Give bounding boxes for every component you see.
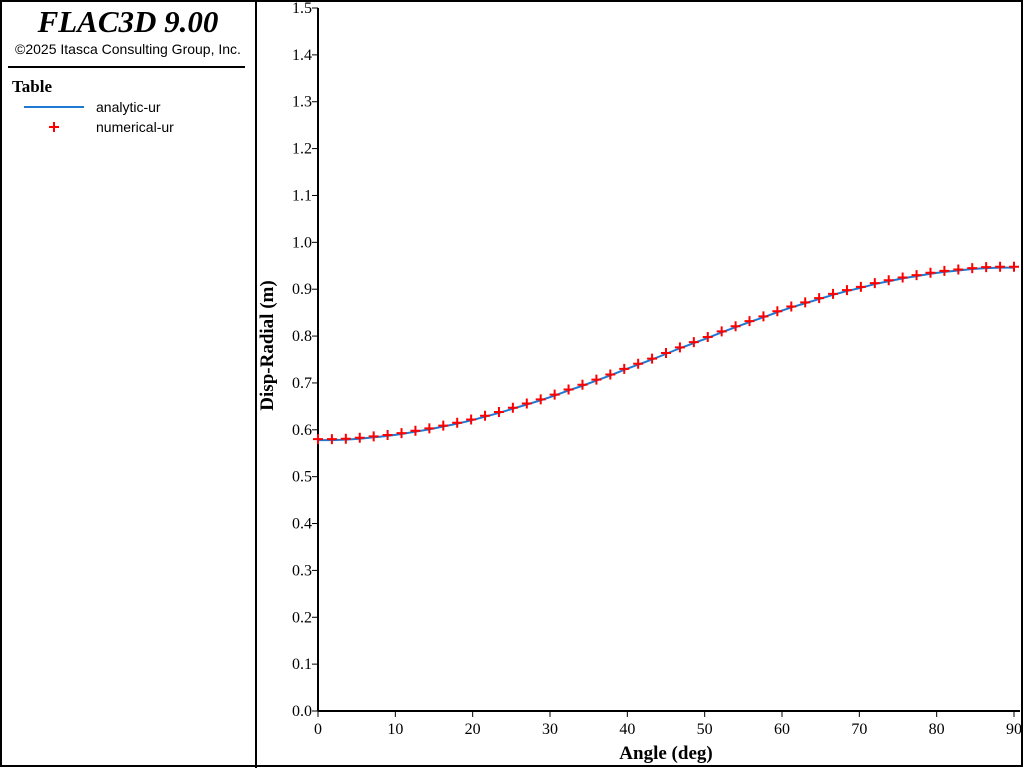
marker — [577, 379, 588, 390]
y-tick-label: 0.8 — [292, 328, 312, 345]
x-tick-label: 0 — [314, 721, 322, 738]
marker — [452, 417, 463, 428]
marker — [925, 267, 936, 278]
marker — [939, 265, 950, 276]
marker — [981, 262, 992, 273]
marker — [674, 342, 685, 353]
marker — [438, 420, 449, 431]
marker — [619, 363, 630, 374]
marker — [410, 425, 421, 436]
marker — [967, 263, 978, 274]
legend-label: analytic-ur — [96, 99, 161, 115]
marker — [633, 358, 644, 369]
marker — [688, 337, 699, 348]
marker — [605, 369, 616, 380]
marker — [995, 261, 1006, 272]
x-tick-label: 10 — [387, 721, 403, 738]
y-tick-label: 0.5 — [292, 469, 312, 486]
app-title: FLAC3D 9.00 — [37, 4, 219, 39]
x-axis-label: Angle (deg) — [619, 743, 712, 764]
x-tick-label: 40 — [619, 721, 635, 738]
x-tick-label: 70 — [851, 721, 867, 738]
y-tick-label: 1.2 — [292, 141, 312, 158]
legend-swatch — [49, 122, 59, 132]
marker — [828, 288, 839, 299]
x-tick-label: 20 — [465, 721, 481, 738]
marker — [716, 326, 727, 337]
marker — [953, 264, 964, 275]
marker — [340, 433, 351, 444]
marker — [883, 275, 894, 286]
marker — [591, 374, 602, 385]
marker — [897, 272, 908, 283]
marker — [563, 384, 574, 395]
x-tick-label: 80 — [929, 721, 945, 738]
marker — [814, 293, 825, 304]
marker — [758, 311, 769, 322]
y-tick-label: 0.6 — [292, 422, 312, 439]
y-tick-label: 0.2 — [292, 609, 312, 626]
marker — [702, 332, 713, 343]
marker — [911, 270, 922, 281]
marker — [368, 431, 379, 442]
marker — [480, 410, 491, 421]
y-tick-label: 0.4 — [292, 516, 312, 533]
marker — [647, 353, 658, 364]
y-tick-label: 0.7 — [292, 375, 312, 392]
y-tick-label: 0.0 — [292, 703, 312, 720]
marker — [396, 428, 407, 439]
y-tick-label: 1.0 — [292, 234, 312, 251]
marker — [507, 402, 518, 413]
marker — [313, 434, 323, 445]
y-tick-label: 0.1 — [292, 656, 312, 673]
marker — [424, 423, 435, 434]
marker — [800, 297, 811, 308]
y-axis-label: Disp-Radial (m) — [257, 280, 278, 410]
y-tick-label: 1.3 — [292, 94, 312, 111]
marker — [855, 281, 866, 292]
marker — [744, 316, 755, 327]
x-tick-label: 50 — [697, 721, 713, 738]
marker — [535, 394, 546, 405]
marker — [549, 389, 560, 400]
marker — [466, 414, 477, 425]
marker — [382, 429, 393, 440]
y-tick-label: 1.1 — [292, 187, 312, 204]
legend-title: Table — [12, 77, 52, 96]
legend-label: numerical-ur — [96, 119, 174, 135]
marker — [326, 434, 337, 445]
y-tick-label: 1.4 — [292, 47, 312, 64]
marker — [661, 347, 671, 358]
marker — [730, 321, 741, 332]
copyright: ©2025 Itasca Consulting Group, Inc. — [15, 41, 241, 57]
marker — [841, 285, 852, 296]
y-tick-label: 1.5 — [292, 0, 312, 17]
marker — [354, 432, 365, 443]
x-tick-label: 60 — [774, 721, 790, 738]
marker — [772, 306, 783, 317]
y-tick-label: 0.3 — [292, 562, 312, 579]
marker — [521, 398, 532, 409]
x-tick-label: 90 — [1006, 721, 1022, 738]
y-tick-label: 0.9 — [292, 281, 312, 298]
marker — [1009, 261, 1019, 272]
marker — [786, 301, 797, 312]
x-tick-label: 30 — [542, 721, 558, 738]
marker — [493, 406, 504, 417]
marker — [869, 278, 880, 289]
